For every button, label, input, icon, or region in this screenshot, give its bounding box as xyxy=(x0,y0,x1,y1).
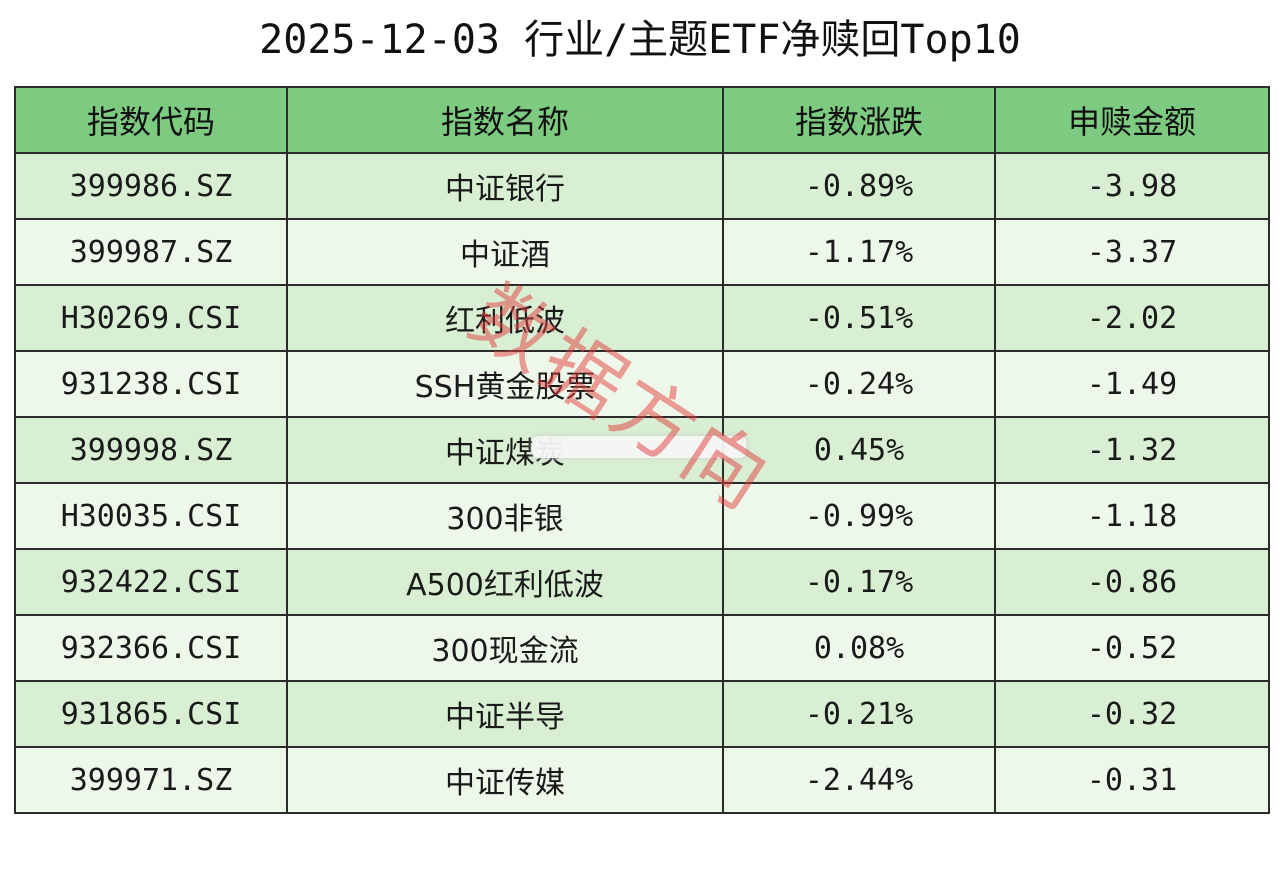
redemption-amount-cell: -0.32 xyxy=(994,680,1270,748)
index-code-cell: 931238.CSI xyxy=(14,350,288,418)
index-name-cell: 中证半导 xyxy=(286,680,724,748)
index-name-cell: 300非银 xyxy=(286,482,724,550)
index-change-cell: -0.51% xyxy=(722,284,996,352)
index-change-cell: 0.08% xyxy=(722,614,996,682)
column-header-code: 指数代码 xyxy=(14,86,288,154)
index-change-cell: -0.17% xyxy=(722,548,996,616)
index-name-cell: 中证传媒 xyxy=(286,746,724,814)
index-code-cell: 932422.CSI xyxy=(14,548,288,616)
redemption-amount-cell: -1.49 xyxy=(994,350,1270,418)
redemption-amount-cell: -1.18 xyxy=(994,482,1270,550)
etf-redemption-table: 指数代码 指数名称 指数涨跌 申赎金额 399986.SZ 中证银行 -0.89… xyxy=(14,86,1270,814)
index-code-cell: 399986.SZ xyxy=(14,152,288,220)
index-name-cell: 红利低波 xyxy=(286,284,724,352)
index-change-cell: -0.89% xyxy=(722,152,996,220)
index-code-cell: 399987.SZ xyxy=(14,218,288,286)
redemption-amount-cell: -3.37 xyxy=(994,218,1270,286)
page-title: 2025-12-03 行业/主题ETF净赎回Top10 xyxy=(259,17,1021,63)
index-name-cell: 300现金流 xyxy=(286,614,724,682)
index-code-cell: 399998.SZ xyxy=(14,416,288,484)
index-code-cell: 932366.CSI xyxy=(14,614,288,682)
index-code-cell: H30269.CSI xyxy=(14,284,288,352)
index-change-cell: -0.24% xyxy=(722,350,996,418)
index-code-cell: 931865.CSI xyxy=(14,680,288,748)
index-name-cell: 中证酒 xyxy=(286,218,724,286)
index-name-cell: SSH黄金股票 xyxy=(286,350,724,418)
index-change-cell: -0.21% xyxy=(722,680,996,748)
table-header-row: 指数代码 指数名称 指数涨跌 申赎金额 xyxy=(14,86,1270,154)
index-change-cell: -2.44% xyxy=(722,746,996,814)
column-header-amount: 申赎金额 xyxy=(994,86,1270,154)
table-row: 932422.CSI A500红利低波 -0.17% -0.86 xyxy=(14,548,1270,616)
redemption-amount-cell: -2.02 xyxy=(994,284,1270,352)
table-row: 399998.SZ 中证煤炭 0.45% -1.32 xyxy=(14,416,1270,484)
redemption-amount-cell: -3.98 xyxy=(994,152,1270,220)
index-change-cell: 0.45% xyxy=(722,416,996,484)
redemption-amount-cell: -0.86 xyxy=(994,548,1270,616)
table-row: H30035.CSI 300非银 -0.99% -1.18 xyxy=(14,482,1270,550)
table-row: 931238.CSI SSH黄金股票 -0.24% -1.49 xyxy=(14,350,1270,418)
index-name-cell: 中证银行 xyxy=(286,152,724,220)
index-code-cell: H30035.CSI xyxy=(14,482,288,550)
table-row: 399971.SZ 中证传媒 -2.44% -0.31 xyxy=(14,746,1270,814)
index-code-cell: 399971.SZ xyxy=(14,746,288,814)
column-header-name: 指数名称 xyxy=(286,86,724,154)
index-change-cell: -1.17% xyxy=(722,218,996,286)
table-row: H30269.CSI 红利低波 -0.51% -2.02 xyxy=(14,284,1270,352)
table-row: 399987.SZ 中证酒 -1.17% -3.37 xyxy=(14,218,1270,286)
redemption-amount-cell: -1.32 xyxy=(994,416,1270,484)
table-row: 931865.CSI 中证半导 -0.21% -0.32 xyxy=(14,680,1270,748)
blurred-overlay xyxy=(532,436,746,458)
index-change-cell: -0.99% xyxy=(722,482,996,550)
redemption-amount-cell: -0.31 xyxy=(994,746,1270,814)
column-header-change: 指数涨跌 xyxy=(722,86,996,154)
table-row: 932366.CSI 300现金流 0.08% -0.52 xyxy=(14,614,1270,682)
index-name-cell: A500红利低波 xyxy=(286,548,724,616)
redemption-amount-cell: -0.52 xyxy=(994,614,1270,682)
table-row: 399986.SZ 中证银行 -0.89% -3.98 xyxy=(14,152,1270,220)
